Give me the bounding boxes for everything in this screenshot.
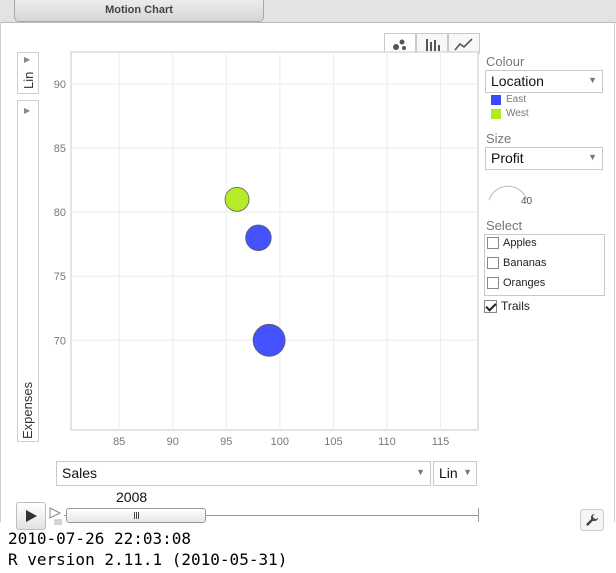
- colour-dropdown[interactable]: Location ▼: [485, 70, 603, 93]
- play-button[interactable]: [16, 502, 46, 530]
- trails-toggle[interactable]: Trails: [484, 299, 530, 313]
- bubble-chart-tab[interactable]: [384, 33, 416, 54]
- x-tick-label: 105: [324, 436, 342, 448]
- size-max-label: 40: [521, 196, 533, 207]
- bar-chart-icon: [426, 39, 440, 51]
- legend-item-east: East: [491, 94, 526, 105]
- chevron-down-icon: ▼: [588, 75, 597, 85]
- chevron-right-icon: ▶: [24, 55, 31, 64]
- colour-label: Colour: [486, 54, 525, 69]
- legend-label-west: West: [506, 108, 529, 119]
- bubble-west-0[interactable]: [224, 186, 250, 212]
- chevron-right-icon: ▶: [24, 106, 31, 115]
- bubble-east-1[interactable]: [245, 224, 272, 251]
- x-tick-label: 95: [220, 436, 232, 448]
- line-chart-tab[interactable]: [448, 33, 480, 54]
- select-item-label: Apples: [503, 237, 537, 249]
- y-scale-control[interactable]: ▶ Lin: [17, 52, 39, 94]
- y-tick-label: 90: [54, 79, 66, 91]
- legend-label-east: East: [506, 94, 527, 105]
- tab-motion-chart[interactable]: Motion Chart: [14, 0, 264, 22]
- console-timestamp: 2010-07-26 22:03:08: [8, 529, 192, 548]
- x-tick-label: 115: [432, 436, 450, 448]
- wrench-icon: [586, 513, 599, 526]
- bar-chart-tab[interactable]: [416, 33, 448, 54]
- x-scale-dropdown[interactable]: Lin ▼: [433, 461, 477, 486]
- size-gauge-icon: [488, 185, 528, 201]
- y-tick-label: 85: [54, 143, 66, 155]
- legend-item-west: West: [491, 108, 529, 119]
- timeline-track[interactable]: [64, 515, 479, 516]
- trails-label: Trails: [501, 299, 530, 313]
- size-dropdown[interactable]: Profit ▼: [485, 147, 603, 170]
- select-item-apples[interactable]: Apples: [487, 237, 537, 249]
- timeline-end-marker: [478, 508, 479, 522]
- colour-value: Location: [491, 73, 544, 89]
- x-scale-value: Lin: [439, 465, 458, 481]
- plot-frame: [70, 51, 479, 431]
- play-icon: [26, 510, 37, 522]
- x-tick-label: 100: [271, 436, 289, 448]
- settings-button[interactable]: [580, 509, 604, 531]
- speed-control-icon[interactable]: [48, 503, 64, 525]
- x-variable-value: Sales: [62, 465, 98, 481]
- timeline-year: 2008: [116, 489, 148, 505]
- x-tick-label: 85: [113, 436, 125, 448]
- select-item-label: Oranges: [503, 277, 546, 289]
- tab-strip: Motion Chart: [0, 0, 616, 23]
- select-item-bananas[interactable]: Bananas: [487, 257, 546, 269]
- y-tick-label: 75: [54, 271, 66, 283]
- frame-left-border: [0, 22, 1, 522]
- checkbox[interactable]: [487, 277, 499, 289]
- trails-checkbox[interactable]: [484, 299, 497, 313]
- console-r-version: R version 2.11.1 (2010-05-31): [8, 550, 288, 569]
- select-label: Select: [486, 218, 523, 233]
- legend-swatch-west: [491, 108, 501, 119]
- select-item-oranges[interactable]: Oranges: [487, 277, 545, 289]
- select-item-label: Bananas: [503, 257, 547, 269]
- chevron-down-icon: ▼: [463, 467, 472, 477]
- line-chart-icon: [454, 38, 473, 51]
- timeline-slider-handle[interactable]: [66, 508, 206, 523]
- chevron-down-icon: ▼: [588, 152, 597, 162]
- grip-icon: [134, 512, 140, 519]
- legend-swatch-east: [491, 94, 501, 105]
- y-tick-label: 80: [54, 207, 66, 219]
- chevron-down-icon: ▼: [416, 467, 425, 477]
- x-tick-label: 90: [167, 436, 179, 448]
- checkbox[interactable]: [487, 237, 499, 249]
- y-tick-label: 70: [54, 335, 66, 347]
- bubble-east-2[interactable]: [252, 323, 286, 357]
- size-value: Profit: [491, 150, 524, 166]
- select-list[interactable]: Apples Bananas Oranges: [484, 234, 605, 296]
- checkbox[interactable]: [487, 257, 499, 269]
- x-tick-label: 110: [378, 436, 396, 448]
- bubble-icon: [393, 39, 406, 50]
- y-variable-control[interactable]: ▶ Expenses: [17, 100, 39, 442]
- size-label: Size: [486, 131, 512, 146]
- x-variable-dropdown[interactable]: Sales ▼: [56, 461, 431, 486]
- frame-right-border: [614, 22, 615, 522]
